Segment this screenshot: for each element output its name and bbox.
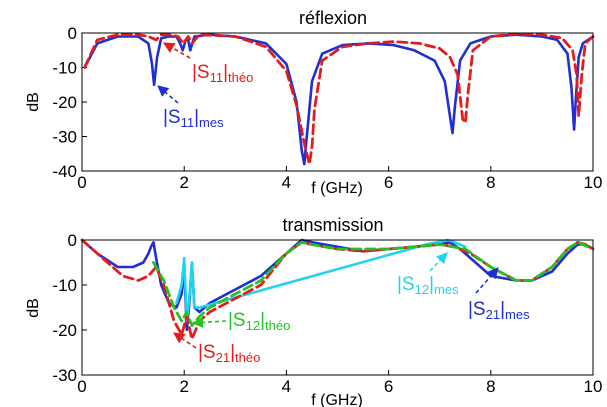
- annotation-s12-theo: |S12|théo: [191, 310, 290, 333]
- transmission-y-tick-label: -20: [52, 321, 77, 340]
- transmission-axes-frame: [81, 239, 594, 376]
- s21-mes-mid: |: [500, 299, 505, 320]
- transmission-y-tick-label: 0: [68, 231, 77, 250]
- annotation-s21-mes-arrow: [475, 267, 499, 294]
- s21-theo-mid: |: [230, 342, 235, 363]
- transmission-xlabel: f (GHz): [311, 392, 363, 407]
- s12-theo-sub-a: 12: [246, 318, 260, 333]
- s21-mes-base: |S: [468, 299, 486, 320]
- annotation-s12-mes-label: |S12|mes: [397, 274, 459, 297]
- reflexion-ylabel: dB: [25, 92, 42, 112]
- annotation-s21-mes: |S21|mes: [468, 267, 530, 322]
- annotation-s21-theo-arrow: [173, 332, 197, 349]
- s21-theo-sub-b: théo: [235, 350, 260, 365]
- annotation-s12-mes: |S12|mes: [397, 252, 459, 297]
- reflexion-series-1-line: [83, 32, 595, 166]
- s12-mes-sub-b: mes: [434, 282, 459, 297]
- reflexion-ticks: 0 2 4 6 8 10 0 -10 -20 -30 -40: [52, 24, 602, 192]
- s12-mes-sub-a: 12: [415, 282, 429, 297]
- annotation-s21-mes-label: |S21|mes: [468, 299, 530, 322]
- annotation-s12-theo-label: |S12|théo: [228, 310, 290, 333]
- reflexion-x-tick-label: 6: [384, 173, 393, 192]
- annotation-s21-theo: |S21|théo: [173, 332, 260, 365]
- annotation-s11-theo-label: |S11|théo: [192, 62, 253, 85]
- transmission-y-tick-label: -10: [52, 276, 77, 295]
- s12-theo-sub-b: théo: [265, 318, 290, 333]
- s11-mes-base: |S: [163, 107, 181, 128]
- reflexion-y-tick-label: -20: [52, 93, 77, 112]
- transmission-x-tick-label: 4: [282, 377, 291, 396]
- transmission-series-2-line: [80, 238, 595, 341]
- reflexion-series: [83, 32, 595, 166]
- reflexion-x-tick-label: 4: [282, 173, 291, 192]
- s21-mes-sub-b: mes: [505, 307, 530, 322]
- transmission-series: [80, 238, 595, 341]
- transmission-ylabel: dB: [25, 298, 42, 318]
- reflexion-y-tick-label: 0: [68, 24, 77, 43]
- s12-theo-base: |S: [228, 310, 246, 331]
- reflexion-x-tick-label: 10: [584, 173, 603, 192]
- s11-theo-base: |S: [192, 62, 210, 83]
- s12-mes-base: |S: [397, 274, 415, 295]
- transmission-x-tick-label: 2: [179, 377, 188, 396]
- s11-theo-sub-b: théo: [228, 70, 253, 85]
- reflexion-chart: réflexion dB f (GHz) 0 2 4 6 8 10 0 -10 -20 -30 -4…: [25, 8, 602, 197]
- annotation-s11-mes-arrow: [157, 85, 179, 104]
- transmission-x-tick-label: 0: [77, 377, 86, 396]
- annotation-s11-mes-label: |S11|mes: [163, 107, 224, 130]
- transmission-series-0-line: [80, 238, 595, 332]
- transmission-x-tick-label: 10: [584, 377, 603, 396]
- reflexion-x-tick-label: 0: [77, 173, 86, 192]
- annotation-s11-theo-arrow: [163, 42, 191, 59]
- reflexion-x-tick-label: 2: [179, 173, 188, 192]
- reflexion-series-0-line: [83, 33, 595, 166]
- transmission-series-1-line: [175, 238, 467, 323]
- transmission-title: transmission: [282, 215, 383, 235]
- s21-theo-sub-a: 21: [216, 350, 230, 365]
- annotation-s11-theo: |S11|théo: [163, 42, 253, 85]
- s11-mes-sub-b: mes: [199, 115, 224, 130]
- s11-theo-mid: |: [223, 62, 228, 83]
- s11-mes-sub-a: 11: [181, 115, 195, 130]
- annotation-s12-theo-arrow: [191, 316, 227, 328]
- s21-mes-sub-a: 21: [486, 307, 500, 322]
- reflexion-y-tick-label: -30: [52, 128, 77, 147]
- transmission-x-tick-label: 8: [486, 377, 495, 396]
- s12-theo-mid: |: [260, 310, 265, 331]
- annotation-s12-mes-arrow: [429, 252, 448, 272]
- s11-theo-sub-a: 11: [210, 70, 224, 85]
- annotation-s11-mes: |S11|mes: [157, 85, 224, 130]
- transmission-chart: transmission dB f (GHz) 0 2 4 6 8 10 0 -10 -20 -3…: [25, 215, 602, 407]
- transmission-y-tick-label: -30: [52, 366, 77, 385]
- reflexion-axes-frame: [81, 32, 594, 172]
- reflexion-y-tick-label: -40: [52, 162, 77, 181]
- transmission-series-3-line: [152, 240, 595, 327]
- reflexion-xlabel: f (GHz): [311, 180, 363, 197]
- s21-theo-base: |S: [198, 342, 216, 363]
- reflexion-y-tick-label: -10: [52, 59, 77, 78]
- s11-mes-mid: |: [194, 107, 199, 128]
- s12-mes-mid: |: [429, 274, 434, 295]
- reflexion-title: réflexion: [299, 8, 367, 28]
- transmission-x-tick-label: 6: [384, 377, 393, 396]
- reflexion-x-tick-label: 8: [486, 173, 495, 192]
- annotation-s21-theo-label: |S21|théo: [198, 342, 260, 365]
